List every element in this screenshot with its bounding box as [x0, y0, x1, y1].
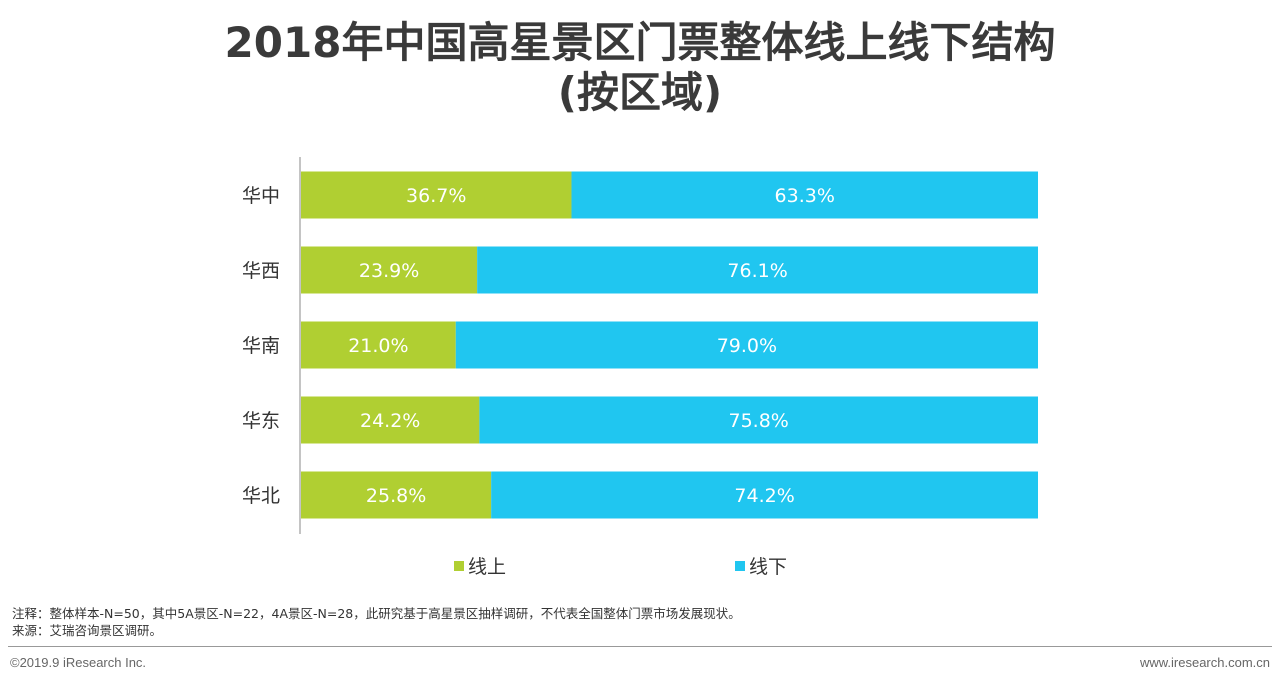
legend-swatch-0: [454, 561, 464, 571]
data-label-1-0: 63.3%: [775, 185, 835, 207]
data-label-0-2: 21.0%: [348, 335, 408, 357]
data-label-0-4: 25.8%: [366, 485, 426, 507]
bar-1-0: [571, 171, 1038, 219]
data-label-1-3: 75.8%: [728, 410, 788, 432]
category-label-0: 华中: [242, 185, 280, 207]
category-label-3: 华东: [242, 410, 280, 432]
data-label-1-4: 74.2%: [734, 485, 794, 507]
title-line-1: 2018年中国高星景区门票整体线上线下结构: [224, 18, 1056, 67]
chart-note: 注释：整体样本-N=50，其中5A景区-N=22，4A景区-N=28，此研究基于…: [12, 606, 741, 621]
category-label-2: 华南: [242, 335, 280, 357]
category-label-1: 华西: [242, 260, 280, 282]
data-label-1-2: 79.0%: [717, 335, 777, 357]
bar-1-2: [455, 321, 1038, 369]
bar-1-1: [477, 246, 1038, 294]
footer-copyright: ©2019.9 iResearch Inc.: [10, 655, 147, 670]
legend-swatch-1: [735, 561, 745, 571]
chart-title: 2018年中国高星景区门票整体线上线下结构 (按区域): [0, 18, 1280, 118]
stacked-bar-chart: 华中 36.7% 63.3% 华西 23.9% 76.1% 华南 21.0% 79.0% 华东 24…: [242, 157, 1038, 578]
bar-0-1: [301, 246, 478, 294]
data-label-0-1: 23.9%: [359, 260, 419, 282]
data-label-0-0: 36.7%: [406, 185, 466, 207]
footer-divider: [8, 646, 1272, 647]
data-label-0-3: 24.2%: [360, 410, 420, 432]
category-label-4: 华北: [242, 485, 280, 507]
data-label-1-1: 76.1%: [727, 260, 787, 282]
title-line-2: (按区域): [557, 68, 723, 117]
bar-1-4: [491, 471, 1038, 519]
bar-1-3: [479, 396, 1038, 444]
bar-0-4: [301, 471, 492, 519]
chart-source: 来源：艾瑞咨询景区调研。: [12, 623, 163, 638]
bar-0-0: [301, 171, 572, 219]
bar-0-3: [301, 396, 480, 444]
legend-label-0: 线上: [468, 556, 506, 578]
footer-website: www.iresearch.com.cn: [1139, 655, 1270, 670]
legend-label-1: 线下: [749, 556, 787, 578]
bar-0-2: [301, 321, 456, 369]
